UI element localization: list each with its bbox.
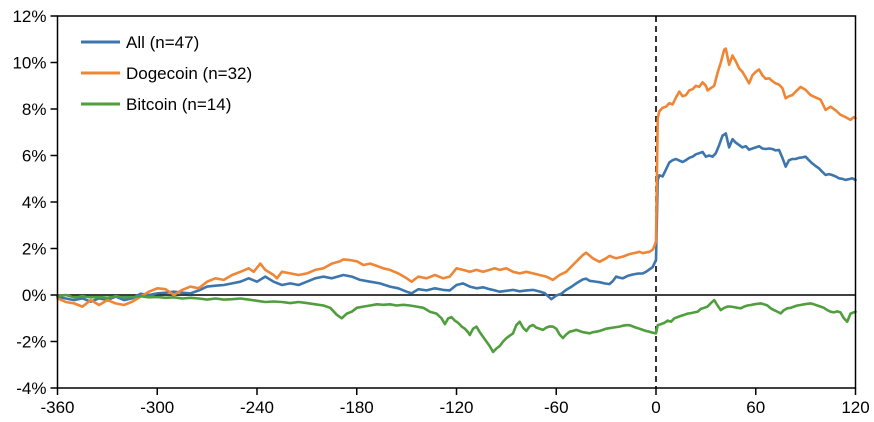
legend-label-bitcoin: Bitcoin (n=14) <box>126 95 231 114</box>
y-tick-label: 2% <box>22 240 47 259</box>
x-tick-label: 60 <box>746 398 765 417</box>
y-tick-label: 6% <box>22 147 47 166</box>
legend-label-all: All (n=47) <box>126 33 199 52</box>
x-tick-label: -360 <box>40 398 74 417</box>
y-tick-label: 12% <box>12 7 46 26</box>
y-tick-label: 4% <box>22 193 47 212</box>
y-tick-label: -2% <box>16 333 46 352</box>
y-tick-label: -4% <box>16 379 46 398</box>
x-tick-label: 0 <box>651 398 660 417</box>
x-tick-label: -60 <box>544 398 569 417</box>
y-tick-label: 10% <box>12 54 46 73</box>
x-tick-label: 120 <box>841 398 869 417</box>
y-tick-label: 0% <box>22 286 47 305</box>
legend-label-dogecoin: Dogecoin (n=32) <box>126 64 252 83</box>
series-line-bitcoin <box>56 293 857 354</box>
x-tick-label: -180 <box>340 398 374 417</box>
series-line-all <box>56 132 857 304</box>
y-tick-label: 8% <box>22 100 47 119</box>
x-tick-label: -120 <box>439 398 473 417</box>
series-line-dogecoin <box>56 47 857 308</box>
x-tick-label: -240 <box>240 398 274 417</box>
x-tick-label: -300 <box>140 398 174 417</box>
